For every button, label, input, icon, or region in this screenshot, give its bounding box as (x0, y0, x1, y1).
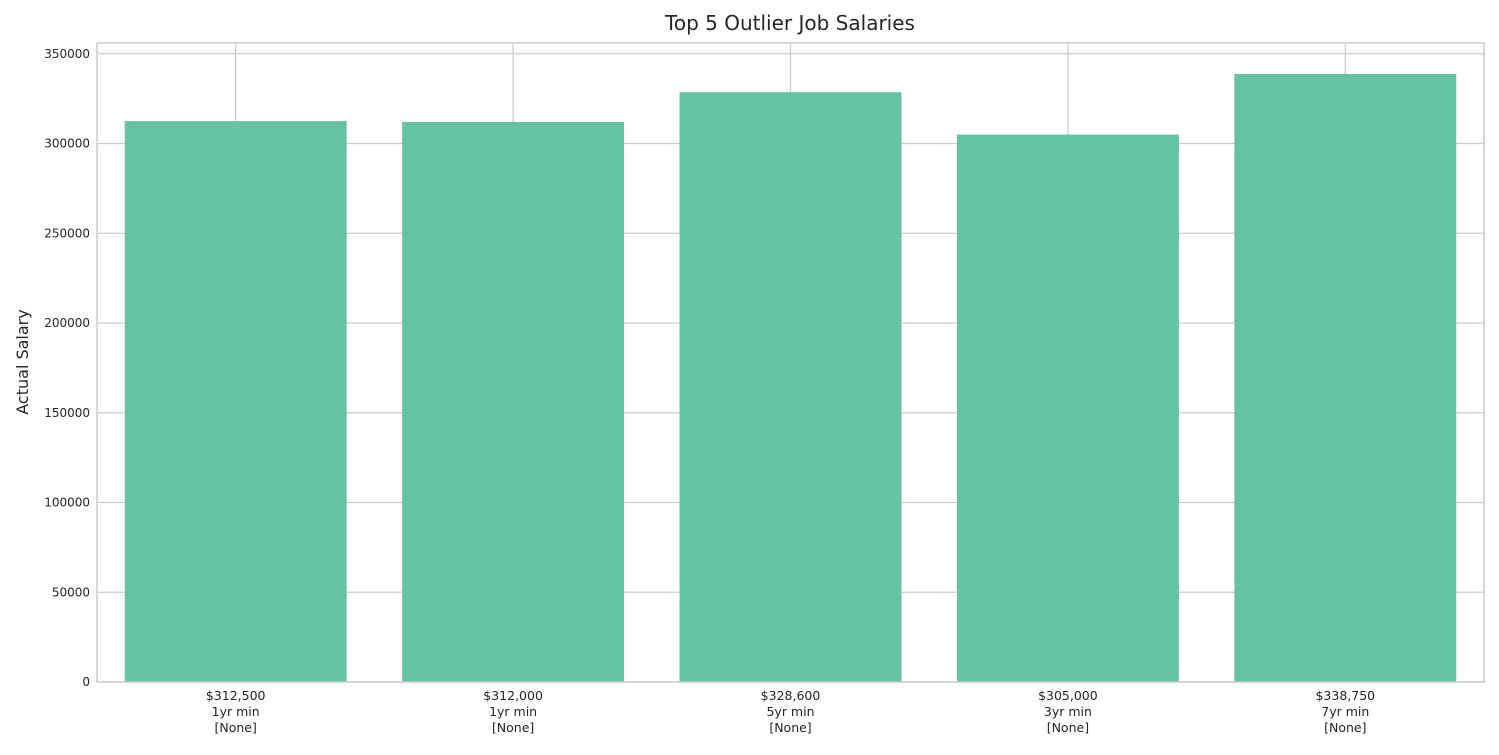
x-tick-label: $305,000 3yr min [None] (1038, 688, 1098, 735)
x-tick-label-line: 1yr min (489, 704, 537, 719)
x-tick-label-line: $328,600 (761, 688, 821, 703)
x-tick-label: $312,500 1yr min [None] (206, 688, 266, 735)
x-tick-label-line: $338,750 (1315, 688, 1375, 703)
x-tick-label-line: $305,000 (1038, 688, 1098, 703)
x-tick-label-line: 5yr min (766, 704, 814, 719)
bar (1234, 73, 1457, 683)
y-tick-label: 150000 (44, 406, 90, 420)
x-tick-label-line: [None] (1047, 720, 1089, 735)
chart-title: Top 5 Outlier Job Salaries (664, 11, 915, 35)
bar (679, 92, 902, 682)
x-axis-ticks: $312,500 1yr min [None]$312,000 1yr min [Non… (206, 688, 1375, 735)
y-tick-label: 300000 (44, 137, 90, 151)
y-tick-label: 0 (82, 675, 90, 689)
y-axis-ticks: 0 50000 100000 150000 200000 250000 300000 3500… (44, 47, 90, 689)
y-tick-label: 200000 (44, 316, 90, 330)
plot-frame (96, 42, 1485, 683)
x-tick-label: $328,600 5yr min [None] (761, 688, 821, 735)
y-tick-label: 100000 (44, 496, 90, 510)
x-tick-label-line: [None] (215, 720, 257, 735)
x-tick-label-line: 7yr min (1321, 704, 1369, 719)
y-tick-label: 350000 (44, 47, 90, 61)
x-tick-label-line: [None] (492, 720, 534, 735)
x-tick-label: $338,750 7yr min [None] (1315, 688, 1375, 735)
x-tick-label-line: $312,000 (483, 688, 543, 703)
bars-layer (124, 73, 1457, 683)
x-tick-label-line: $312,500 (206, 688, 266, 703)
x-tick-label-line: [None] (1324, 720, 1366, 735)
x-tick-label-line: 3yr min (1044, 704, 1092, 719)
bar (956, 134, 1179, 683)
y-tick-label: 50000 (52, 585, 90, 599)
x-tick-label-line: 1yr min (212, 704, 260, 719)
x-tick-label-line: [None] (769, 720, 811, 735)
y-axis-label: Actual Salary (13, 309, 32, 414)
bar (402, 121, 625, 682)
bar (124, 121, 347, 682)
y-tick-label: 250000 (44, 226, 90, 240)
x-tick-label: $312,000 1yr min [None] (483, 688, 543, 735)
